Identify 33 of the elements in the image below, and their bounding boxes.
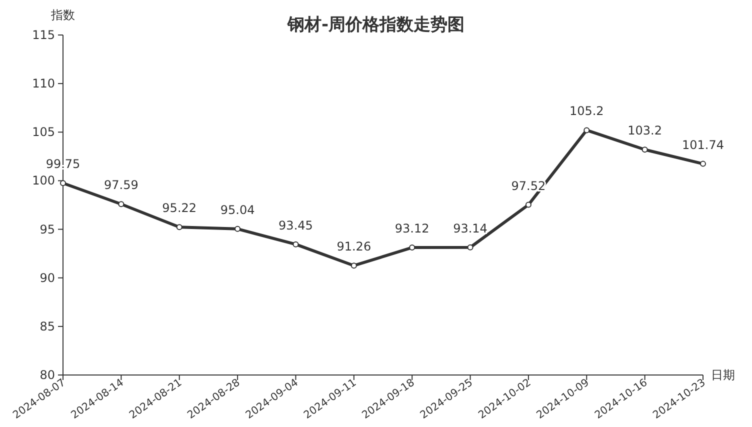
point [176, 224, 182, 230]
y-tick-label: 95 [40, 222, 55, 236]
point [60, 180, 66, 186]
data-label: 101.74 [682, 138, 724, 152]
chart-title: 钢材-周价格指数走势图 [286, 15, 465, 35]
point [350, 262, 357, 269]
point [118, 201, 124, 208]
point [409, 244, 416, 251]
point [292, 241, 299, 248]
point [234, 226, 241, 232]
data-label: 97.59 [104, 178, 138, 192]
point [642, 146, 648, 153]
y-axis-title: 指数 [50, 8, 75, 22]
y-tick-label: 110 [32, 76, 55, 91]
data-label: 95.04 [220, 202, 255, 217]
y-tick-label: 80 [40, 368, 55, 382]
point [525, 202, 532, 208]
y-tick-label: 105 [32, 125, 55, 140]
data-label: 91.26 [336, 240, 372, 254]
y-tick-label: 115 [32, 28, 55, 42]
data-label: 93.45 [278, 218, 313, 232]
data-label: 93.12 [394, 222, 430, 236]
y-tick-label: 85 [40, 319, 55, 334]
point [584, 127, 590, 134]
data-label: 103.2 [628, 124, 662, 138]
point [700, 160, 706, 167]
x-axis-title: 日期 [711, 368, 735, 382]
data-label: 93.14 [453, 221, 488, 236]
data-label: 105.2 [569, 104, 604, 118]
data-label: 95.22 [162, 201, 197, 216]
y-tick-label: 100 [32, 174, 55, 188]
point [467, 244, 474, 250]
y-tick-label: 90 [40, 270, 55, 285]
